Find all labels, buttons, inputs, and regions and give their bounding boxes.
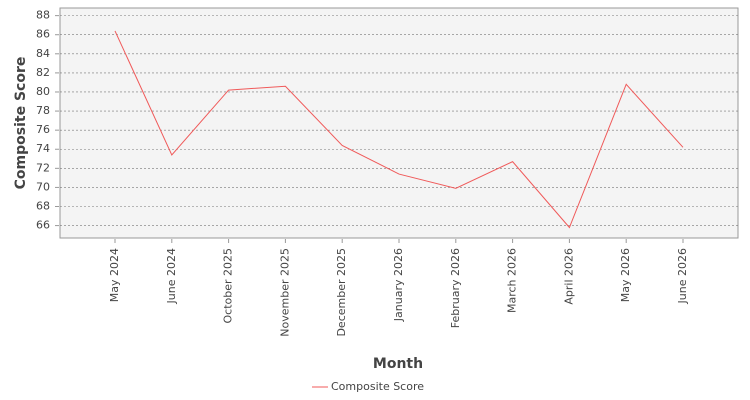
- x-axis-title: Month: [373, 356, 423, 372]
- y-tick-label: 66: [36, 219, 50, 232]
- y-tick-label: 84: [36, 47, 50, 60]
- x-tick-label: April 2026: [562, 248, 575, 305]
- y-tick-label: 86: [36, 28, 50, 41]
- x-tick-label: October 2025: [222, 248, 235, 324]
- x-tick-label: May 2026: [619, 248, 632, 302]
- x-tick-label: January 2026: [392, 248, 405, 322]
- x-tick-label: June 2026: [676, 248, 689, 304]
- x-tick-label: May 2024: [108, 248, 121, 302]
- series-line: [114, 30, 684, 229]
- y-tick-label: 88: [36, 9, 50, 22]
- y-tick-label: 76: [36, 123, 50, 136]
- y-tick-label: 80: [36, 85, 50, 98]
- x-tick-label: February 2026: [449, 248, 462, 328]
- y-tick-label: 68: [36, 200, 50, 213]
- x-tick-label: December 2025: [335, 248, 348, 337]
- y-tick-label: 82: [36, 66, 50, 79]
- y-tick-label: 78: [36, 104, 50, 117]
- y-tick-label: 72: [36, 161, 50, 174]
- y-axis-title: Composite Score: [13, 57, 29, 190]
- x-tick-label: March 2026: [506, 248, 519, 313]
- legend-label: Composite Score: [331, 380, 424, 393]
- y-tick-label: 70: [36, 180, 50, 193]
- plot-area: [59, 7, 739, 239]
- x-tick-label: June 2024: [165, 248, 178, 304]
- y-tick-label: 74: [36, 142, 50, 155]
- x-tick-label: November 2025: [278, 248, 291, 337]
